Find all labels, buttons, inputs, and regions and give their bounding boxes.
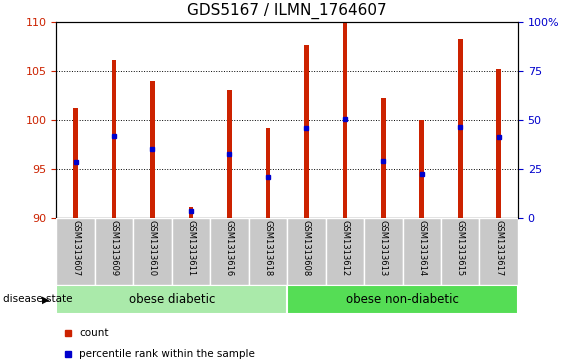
- Bar: [403, 218, 441, 285]
- Bar: [133, 218, 172, 285]
- Text: count: count: [79, 327, 109, 338]
- Bar: [172, 218, 210, 285]
- Bar: [325, 218, 364, 285]
- Bar: [73, 108, 78, 218]
- Bar: [304, 45, 309, 218]
- Bar: [458, 40, 463, 218]
- Text: GSM1313615: GSM1313615: [456, 220, 464, 276]
- Bar: [111, 60, 117, 218]
- Bar: [342, 22, 347, 218]
- Text: GSM1313608: GSM1313608: [302, 220, 311, 276]
- Text: GSM1313616: GSM1313616: [225, 220, 234, 276]
- Text: GSM1313617: GSM1313617: [494, 220, 503, 276]
- Text: GSM1313612: GSM1313612: [341, 220, 349, 276]
- Text: GSM1313609: GSM1313609: [110, 220, 118, 276]
- Bar: [210, 218, 249, 285]
- Text: obese non-diabetic: obese non-diabetic: [346, 293, 459, 306]
- Text: GSM1313613: GSM1313613: [379, 220, 388, 276]
- Bar: [266, 128, 270, 218]
- Bar: [56, 218, 95, 285]
- Text: GSM1313618: GSM1313618: [263, 220, 272, 276]
- Text: GSM1313611: GSM1313611: [186, 220, 195, 276]
- Bar: [56, 285, 287, 314]
- Bar: [441, 218, 480, 285]
- Bar: [95, 218, 133, 285]
- Text: obese diabetic: obese diabetic: [128, 293, 215, 306]
- Bar: [480, 218, 518, 285]
- Bar: [150, 81, 155, 218]
- Bar: [287, 218, 325, 285]
- Bar: [287, 285, 518, 314]
- Bar: [189, 207, 193, 218]
- Bar: [497, 69, 501, 218]
- Text: GSM1313614: GSM1313614: [417, 220, 426, 276]
- Bar: [364, 218, 403, 285]
- Title: GDS5167 / ILMN_1764607: GDS5167 / ILMN_1764607: [187, 3, 387, 19]
- Bar: [227, 90, 232, 218]
- Text: GSM1313610: GSM1313610: [148, 220, 157, 276]
- Text: percentile rank within the sample: percentile rank within the sample: [79, 349, 255, 359]
- Bar: [381, 98, 386, 218]
- Text: ▶: ▶: [42, 294, 50, 305]
- Text: GSM1313607: GSM1313607: [71, 220, 80, 276]
- Bar: [419, 120, 424, 218]
- Bar: [249, 218, 287, 285]
- Text: disease state: disease state: [3, 294, 72, 305]
